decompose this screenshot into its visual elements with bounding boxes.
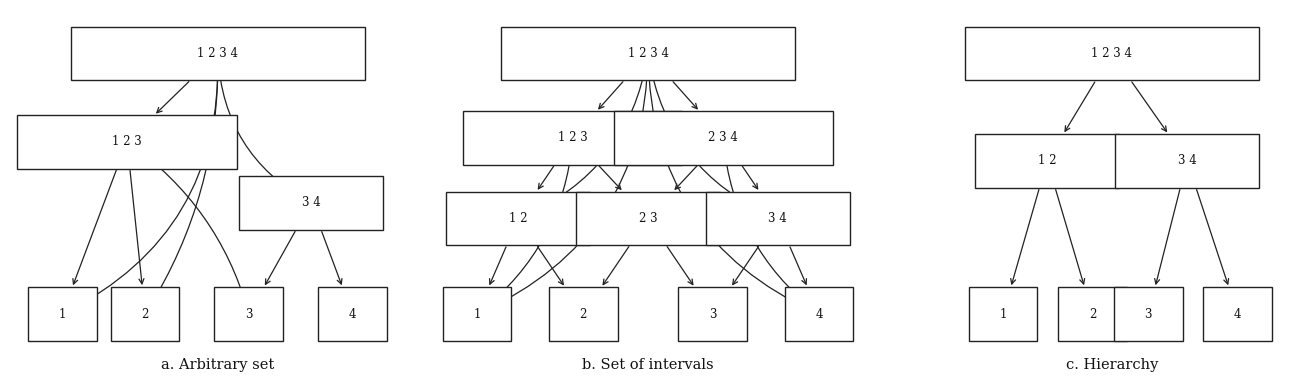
Text: 1 2 3 4: 1 2 3 4 <box>627 47 669 60</box>
Text: 2: 2 <box>1089 308 1096 321</box>
Text: 2 3: 2 3 <box>639 212 657 225</box>
FancyBboxPatch shape <box>785 287 854 341</box>
FancyBboxPatch shape <box>500 27 794 80</box>
Text: 1 2 3: 1 2 3 <box>559 131 587 144</box>
FancyBboxPatch shape <box>442 287 511 341</box>
FancyBboxPatch shape <box>17 115 237 169</box>
Text: 1: 1 <box>473 308 481 321</box>
Text: 3: 3 <box>709 308 717 321</box>
Text: 3: 3 <box>245 308 253 321</box>
Text: 2: 2 <box>141 308 149 321</box>
FancyBboxPatch shape <box>214 287 284 341</box>
FancyBboxPatch shape <box>614 111 832 165</box>
Text: 1: 1 <box>58 308 66 321</box>
FancyBboxPatch shape <box>575 192 721 245</box>
Text: c. Hierarchy: c. Hierarchy <box>1065 357 1159 372</box>
FancyBboxPatch shape <box>446 192 590 245</box>
Text: 3: 3 <box>1144 308 1152 321</box>
FancyBboxPatch shape <box>70 27 365 80</box>
FancyBboxPatch shape <box>1115 134 1260 188</box>
FancyBboxPatch shape <box>679 287 746 341</box>
Text: 1 2: 1 2 <box>509 212 527 225</box>
Text: 3 4: 3 4 <box>769 212 787 225</box>
Text: 2 3 4: 2 3 4 <box>708 131 739 144</box>
Text: 2: 2 <box>579 308 587 321</box>
Text: 3 4: 3 4 <box>1178 154 1196 167</box>
Text: 3 4: 3 4 <box>302 196 320 210</box>
FancyBboxPatch shape <box>29 287 97 341</box>
FancyBboxPatch shape <box>976 134 1118 188</box>
FancyBboxPatch shape <box>238 176 382 230</box>
Text: 4: 4 <box>1234 308 1242 321</box>
FancyBboxPatch shape <box>110 287 179 341</box>
FancyBboxPatch shape <box>1113 287 1183 341</box>
FancyBboxPatch shape <box>705 192 850 245</box>
Text: a. Arbitrary set: a. Arbitrary set <box>161 357 275 372</box>
FancyBboxPatch shape <box>969 287 1037 341</box>
FancyBboxPatch shape <box>319 287 388 341</box>
FancyBboxPatch shape <box>1058 287 1128 341</box>
Text: 4: 4 <box>349 308 356 321</box>
Text: 4: 4 <box>815 308 823 321</box>
Text: 1 2 3: 1 2 3 <box>113 135 141 148</box>
FancyBboxPatch shape <box>550 287 617 341</box>
Text: 1: 1 <box>999 308 1007 321</box>
Text: 1 2 3 4: 1 2 3 4 <box>197 47 238 60</box>
FancyBboxPatch shape <box>464 111 682 165</box>
Text: 1 2: 1 2 <box>1038 154 1056 167</box>
Text: 1 2 3 4: 1 2 3 4 <box>1091 47 1133 60</box>
FancyBboxPatch shape <box>1203 287 1273 341</box>
FancyBboxPatch shape <box>964 27 1258 80</box>
Text: b. Set of intervals: b. Set of intervals <box>582 357 714 372</box>
